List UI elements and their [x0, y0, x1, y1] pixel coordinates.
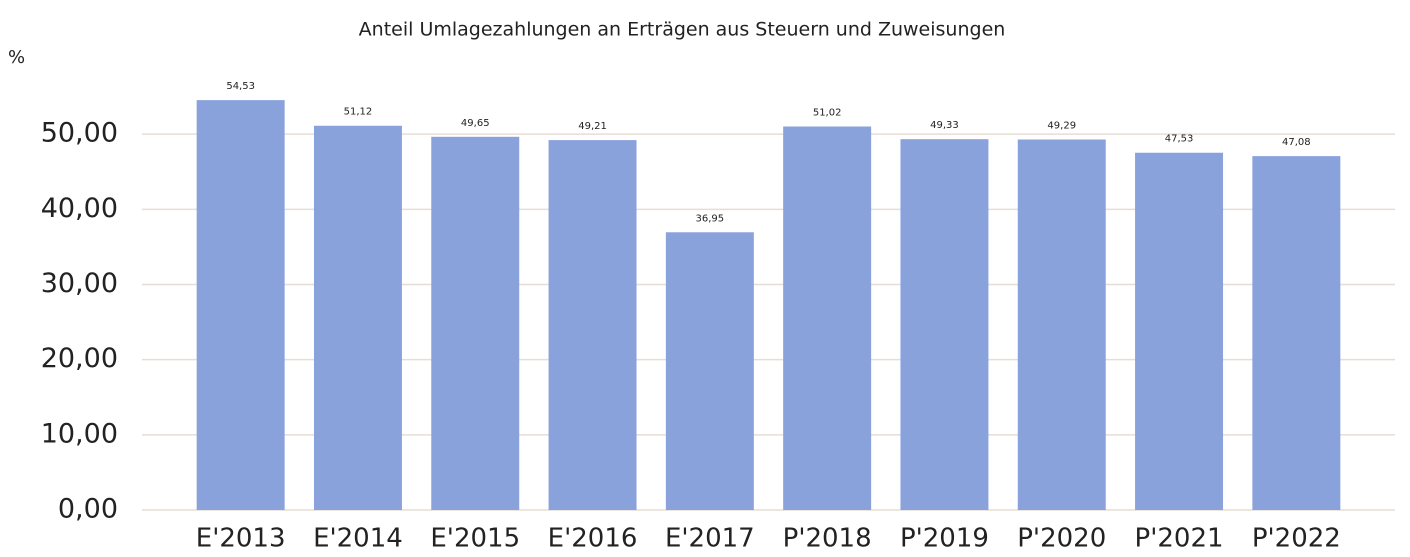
value-label: 51,02 [813, 107, 842, 118]
y-tick-label: 40,00 [41, 193, 118, 224]
y-tick-label: 0,00 [58, 494, 118, 525]
x-tick-label: P'2022 [1252, 524, 1341, 554]
value-label: 47,53 [1165, 134, 1194, 145]
value-label: 36,95 [696, 213, 725, 224]
bar [313, 125, 402, 511]
y-tick-label: 10,00 [41, 418, 118, 449]
x-tick-label: E'2015 [430, 524, 520, 554]
y-tick-label: 50,00 [41, 118, 118, 149]
y-tick-label: 30,00 [41, 268, 118, 299]
bar [548, 140, 637, 510]
bar [196, 100, 285, 511]
value-label: 49,21 [578, 121, 607, 132]
bar [665, 232, 754, 511]
bar [431, 136, 520, 511]
value-label: 54,53 [226, 81, 255, 92]
x-tick-label: E'2014 [313, 524, 403, 554]
y-axis-label: % [8, 47, 25, 68]
x-tick-label: P'2019 [900, 524, 989, 554]
bar [1017, 139, 1106, 511]
value-label: 49,33 [930, 120, 959, 131]
x-tick-label: P'2018 [783, 524, 872, 554]
bar [1252, 156, 1341, 510]
x-tick-label: P'2020 [1017, 524, 1106, 554]
y-tick-label: 20,00 [41, 343, 118, 374]
bar [1135, 152, 1224, 510]
value-label: 49,29 [1047, 121, 1076, 132]
x-tick-label: E'2016 [548, 524, 638, 554]
x-tick-label: E'2017 [665, 524, 755, 554]
value-label: 51,12 [344, 107, 373, 118]
value-label: 47,08 [1282, 137, 1311, 148]
x-tick-label: E'2013 [196, 524, 286, 554]
bar [783, 126, 872, 510]
value-label: 49,65 [461, 118, 490, 129]
chart-title: Anteil Umlagezahlungen an Erträgen aus S… [359, 19, 1006, 41]
x-tick-label: P'2021 [1135, 524, 1224, 554]
bar [900, 139, 989, 511]
